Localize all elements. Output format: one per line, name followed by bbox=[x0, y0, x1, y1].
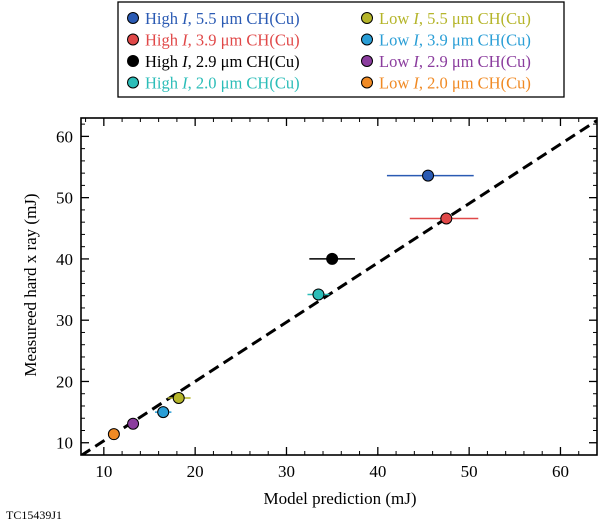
data-point bbox=[157, 406, 170, 419]
legend-label: Low I, 5.5 μm CH(Cu) bbox=[379, 9, 531, 28]
legend-marker bbox=[127, 76, 139, 89]
legend: High I, 5.5 μm CH(Cu) High I, 3.9 μm CH(C… bbox=[117, 1, 565, 98]
legend-marker bbox=[361, 33, 373, 46]
x-tick-label: 60 bbox=[552, 462, 569, 481]
x-tick-label: 50 bbox=[461, 462, 478, 481]
legend-marker bbox=[361, 12, 373, 24]
legend-label: High I, 2.0 μm CH(Cu) bbox=[145, 74, 300, 93]
legend-box bbox=[117, 1, 565, 98]
x-tick-label: 10 bbox=[95, 462, 112, 481]
data-point bbox=[326, 252, 339, 265]
data-point bbox=[422, 169, 435, 182]
legend-marker bbox=[361, 76, 373, 89]
legend-label: Low I, 3.9 μm CH(Cu) bbox=[379, 31, 531, 50]
y-tick-label: 30 bbox=[56, 311, 73, 330]
reference-line bbox=[81, 119, 597, 455]
y-tick-label: 40 bbox=[56, 250, 73, 269]
x-axis-label: Model prediction (mJ) bbox=[264, 489, 417, 508]
axes: 10 20 30 40 50 60 10 20 30 40 50 60 bbox=[56, 117, 598, 481]
legend-marker bbox=[127, 33, 139, 46]
y-tick-label: 20 bbox=[56, 372, 73, 391]
legend-label: High I, 2.9 μm CH(Cu) bbox=[145, 52, 300, 71]
legend-label: Low I, 2.0 μm CH(Cu) bbox=[379, 74, 531, 93]
data-point bbox=[172, 392, 185, 405]
figure-id: TC15439J1 bbox=[6, 508, 63, 522]
legend-marker bbox=[127, 12, 139, 24]
legend-label: High I, 3.9 μm CH(Cu) bbox=[145, 31, 300, 50]
y-axis-label: Measureed hard x ray (mJ) bbox=[21, 193, 40, 376]
y-tick-label: 10 bbox=[56, 434, 73, 453]
plot-frame bbox=[80, 117, 598, 456]
legend-marker bbox=[127, 55, 139, 67]
y-tick-label: 60 bbox=[56, 127, 73, 146]
plot-area bbox=[81, 119, 597, 455]
y-tick-label: 50 bbox=[56, 189, 73, 208]
data-point bbox=[312, 288, 325, 301]
data-point bbox=[127, 417, 140, 430]
legend-marker bbox=[361, 55, 373, 67]
legend-label: High I, 5.5 μm CH(Cu) bbox=[145, 9, 300, 28]
x-tick-label: 40 bbox=[369, 462, 386, 481]
data-point bbox=[440, 212, 453, 225]
legend-label: Low I, 2.9 μm CH(Cu) bbox=[379, 52, 531, 71]
x-tick-label: 20 bbox=[187, 462, 204, 481]
data-point bbox=[107, 428, 120, 441]
x-tick-label: 30 bbox=[278, 462, 295, 481]
